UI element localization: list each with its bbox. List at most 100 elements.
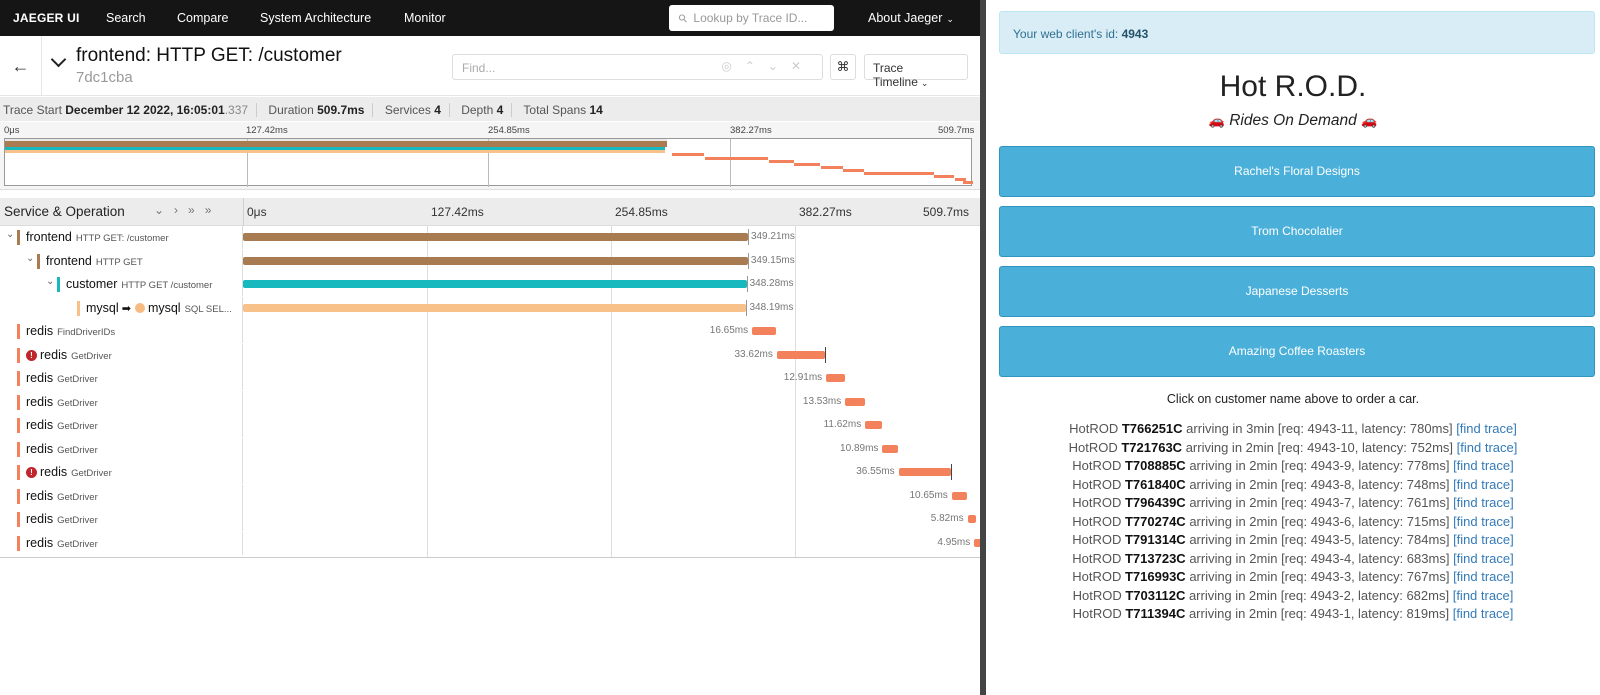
span-name-cell[interactable]: redis GetDriver — [0, 484, 243, 508]
about-menu[interactable]: About Jaeger ⌄ — [868, 11, 954, 25]
span-name-cell[interactable]: redis GetDriver — [0, 414, 243, 437]
span-row[interactable]: redis GetDriver 5.82ms — [0, 508, 980, 531]
minimap-canvas[interactable] — [4, 138, 973, 187]
column-divider[interactable] — [243, 198, 244, 226]
trace-lookup-input[interactable]: ⚲ Lookup by Trace ID... — [669, 5, 834, 31]
span-name-cell[interactable]: ⌄ customer HTTP GET /customer — [0, 273, 243, 296]
span-row[interactable]: ⌄ frontend HTTP GET 349.15ms — [0, 249, 980, 273]
span-row[interactable]: ! redis GetDriver 33.62ms — [0, 343, 980, 367]
ride-prefix: HotROD — [1072, 513, 1122, 529]
span-name-cell[interactable]: ⌄ frontend HTTP GET: /customer — [0, 226, 243, 249]
find-trace-link[interactable]: [find trace] — [1456, 421, 1517, 436]
span-bar[interactable] — [865, 421, 882, 429]
nav-search[interactable]: Search — [106, 11, 146, 25]
span-row[interactable]: redis GetDriver 13.53ms — [0, 390, 980, 414]
span-label[interactable]: redis GetDriver — [26, 512, 98, 526]
span-name-cell[interactable]: redis GetDriver — [0, 531, 243, 555]
span-label[interactable]: redis FindDriverIDs — [26, 324, 115, 338]
span-duration-label: 36.55ms — [856, 466, 895, 477]
find-trace-link[interactable]: [find trace] — [1453, 495, 1514, 510]
customer-button[interactable]: Amazing Coffee Roasters — [999, 326, 1595, 377]
customer-button[interactable]: Trom Chocolatier — [999, 206, 1595, 257]
find-input[interactable]: Find... ◎︎⌃⌄✕ — [452, 54, 823, 80]
span-name-cell[interactable]: redis FindDriverIDs — [0, 320, 243, 343]
back-button[interactable]: ← — [0, 36, 42, 96]
span-label[interactable]: frontend HTTP GET: /customer — [26, 230, 169, 244]
span-label[interactable]: customer HTTP GET /customer — [66, 277, 212, 291]
span-label[interactable]: redis GetDriver — [26, 442, 98, 456]
span-row[interactable]: redis FindDriverIDs 16.65ms — [0, 320, 980, 343]
span-row[interactable]: mysql ➡ mysql SQL SEL... 348.19ms — [0, 296, 980, 320]
span-label[interactable]: redis GetDriver — [26, 536, 98, 550]
customer-button[interactable]: Japanese Desserts — [999, 266, 1595, 317]
span-label[interactable]: redis GetDriver — [26, 418, 98, 432]
order-hint: Click on customer name above to order a … — [1166, 392, 1420, 406]
span-name-cell[interactable]: redis GetDriver — [0, 508, 243, 531]
span-bar[interactable] — [243, 280, 747, 288]
span-bar[interactable] — [826, 374, 845, 382]
find-trace-link[interactable]: [find trace] — [1453, 550, 1514, 566]
nav-system-architecture[interactable]: System Architecture — [260, 11, 372, 25]
minimap-tick: 254.85ms — [488, 125, 530, 136]
trace-minimap[interactable]: 0μs 127.42ms 254.85ms 382.27ms 509.7ms — [0, 122, 980, 190]
span-name-cell[interactable]: ! redis GetDriver — [0, 343, 243, 367]
span-name-cell[interactable]: ! redis GetDriver — [0, 461, 243, 484]
find-trace-link[interactable]: [find trace] — [1453, 569, 1514, 584]
find-trace-link[interactable]: [find trace] — [1453, 532, 1514, 547]
span-label[interactable]: redis GetDriver — [26, 489, 98, 503]
view-dropdown[interactable]: Trace Timeline ⌄ — [864, 54, 968, 89]
span-bar[interactable] — [951, 491, 968, 500]
chevron-down-icon[interactable] — [50, 53, 66, 69]
span-name-cell[interactable]: redis GetDriver — [0, 390, 243, 414]
find-trace-link[interactable]: [find trace] — [1453, 513, 1514, 529]
span-bar[interactable] — [752, 327, 777, 335]
span-name-cell[interactable]: redis GetDriver — [0, 437, 243, 461]
span-row[interactable]: redis GetDriver 10.89ms — [0, 437, 980, 461]
span-name-cell[interactable]: ⌄ frontend HTTP GET — [0, 249, 243, 273]
span-bar[interactable] — [974, 538, 980, 547]
ride-item: HotROD T711394C arriving in 2min [req: 4… — [986, 606, 1600, 621]
span-label[interactable]: ! redis GetDriver — [26, 348, 112, 362]
span-label[interactable]: redis GetDriver — [26, 395, 98, 409]
split-divider[interactable] — [980, 0, 986, 695]
span-bar[interactable] — [845, 397, 865, 406]
find-nav-icons[interactable]: ◎︎⌃⌄✕ — [721, 59, 814, 73]
span-bar[interactable] — [882, 444, 899, 453]
span-bar[interactable] — [243, 256, 748, 265]
find-trace-link[interactable]: [find trace] — [1452, 606, 1514, 621]
span-bar[interactable] — [967, 515, 976, 523]
ride-details: arriving in 2min [req: 4943-4, latency: … — [1185, 550, 1454, 566]
find-trace-link[interactable]: [find trace] — [1453, 476, 1514, 492]
span-label[interactable]: mysql ➡ mysql SQL SEL... — [86, 301, 232, 315]
find-trace-link[interactable]: [find trace] — [1452, 587, 1514, 603]
span-bar[interactable] — [243, 233, 748, 241]
service-color-bar — [17, 535, 20, 551]
nav-monitor[interactable]: Monitor — [404, 11, 446, 25]
brand-logo[interactable]: JAEGER UI — [13, 11, 80, 25]
chevron-down-icon[interactable]: ⌄ — [46, 276, 55, 287]
span-name-cell[interactable]: redis GetDriver — [0, 367, 243, 390]
span-label[interactable]: redis GetDriver — [26, 371, 98, 385]
nav-compare[interactable]: Compare — [177, 11, 229, 25]
expand-collapse-icons[interactable]: ⌄›»» — [154, 203, 222, 217]
span-bar[interactable] — [243, 303, 747, 312]
span-name-cell[interactable]: mysql ➡ mysql SQL SEL... — [0, 296, 243, 320]
chevron-down-icon[interactable]: ⌄ — [26, 252, 35, 264]
span-label[interactable]: frontend HTTP GET — [46, 254, 143, 268]
span-row[interactable]: ⌄ customer HTTP GET /customer 348.28ms — [0, 273, 980, 296]
find-trace-link[interactable]: [find trace] — [1456, 439, 1518, 455]
span-row[interactable]: redis GetDriver 4.95ms — [0, 531, 980, 555]
keyboard-shortcuts-button[interactable]: ⌘ — [830, 54, 856, 80]
customer-button[interactable]: Rachel's Floral Designs — [999, 146, 1595, 197]
span-label[interactable]: ! redis GetDriver — [26, 465, 112, 479]
span-row[interactable]: redis GetDriver 12.91ms — [0, 367, 980, 390]
service-color-bar — [37, 253, 40, 269]
span-bar[interactable] — [776, 350, 826, 359]
span-row[interactable]: ! redis GetDriver 36.55ms — [0, 461, 980, 484]
span-row[interactable]: redis GetDriver 11.62ms — [0, 414, 980, 437]
find-trace-link[interactable]: [find trace] — [1453, 458, 1514, 473]
span-row[interactable]: redis GetDriver 10.65ms — [0, 484, 980, 508]
span-row[interactable]: ⌄ frontend HTTP GET: /customer 349.21ms — [0, 226, 980, 249]
chevron-down-icon[interactable]: ⌄ — [6, 229, 15, 240]
span-bar[interactable] — [898, 468, 952, 476]
